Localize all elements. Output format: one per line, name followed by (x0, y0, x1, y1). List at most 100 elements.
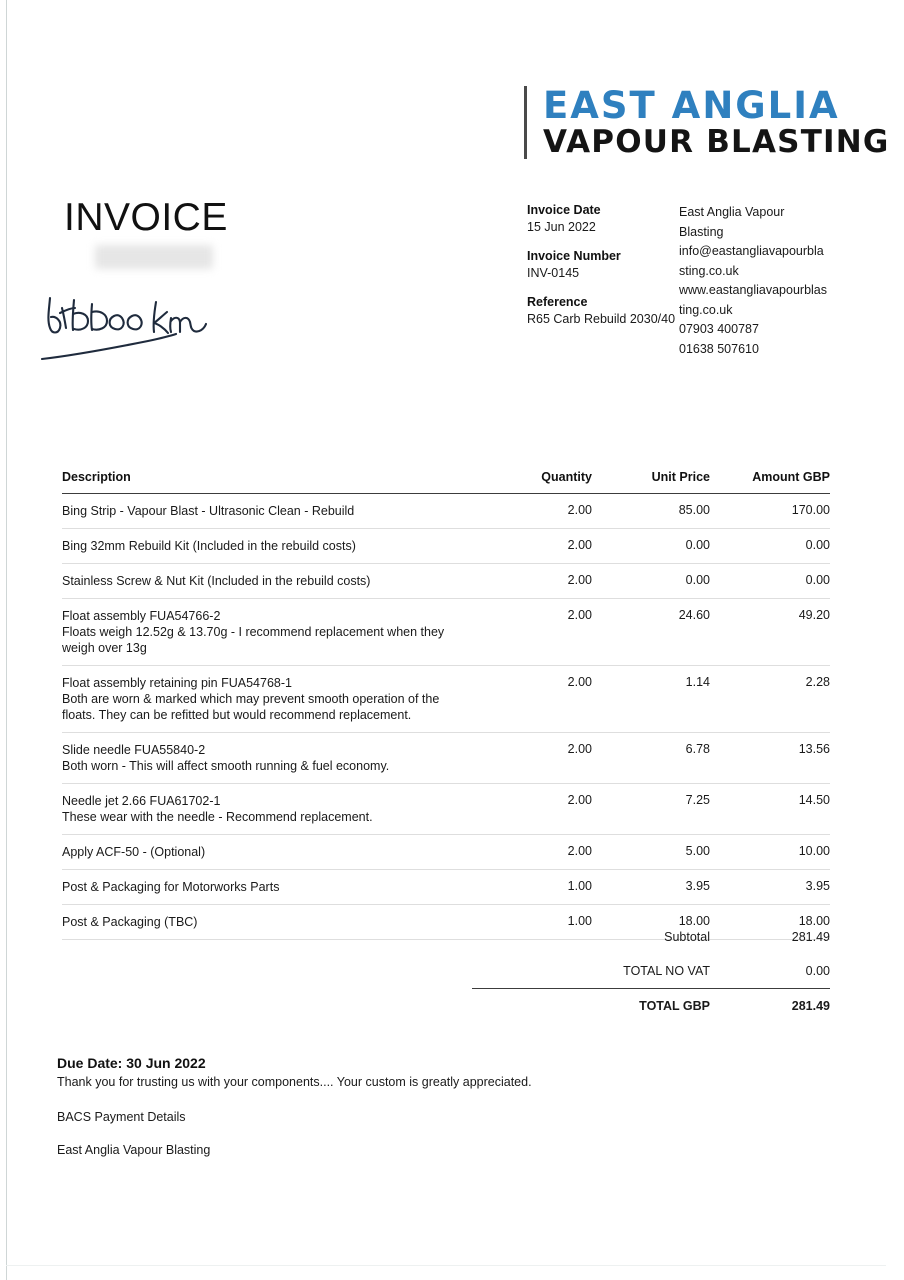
cell-description: Slide needle FUA55840-2 Both worn - This … (62, 732, 472, 784)
company-phone-mobile: 07903 400787 (679, 322, 759, 336)
page-title: INVOICE (64, 196, 228, 239)
cell-quantity: 2.00 (472, 783, 592, 835)
description-note: Both are worn & marked which may prevent… (62, 692, 440, 722)
description-main: Stainless Screw & Nut Kit (Included in t… (62, 574, 371, 588)
line-items-table: Description Quantity Unit Price Amount G… (62, 470, 830, 940)
cell-quantity: 1.00 (472, 904, 592, 940)
cell-unit-price: 6.78 (592, 732, 710, 784)
cell-quantity: 2.00 (472, 732, 592, 784)
table-header-row: Description Quantity Unit Price Amount G… (62, 470, 830, 494)
company-name-line2: Blasting (679, 224, 724, 239)
cell-unit-price: 1.14 (592, 665, 710, 733)
totals-spacer (62, 920, 472, 954)
cell-description: Bing Strip - Vapour Blast - Ultrasonic C… (62, 493, 472, 529)
subtotal-value: 281.49 (791, 930, 830, 944)
vat-value: 0.00 (805, 964, 830, 978)
totals-spacer (62, 989, 472, 1024)
description-main: Float assembly FUA54766-2 (62, 609, 221, 623)
due-date: Due Date: 30 Jun 2022 (57, 1055, 206, 1071)
thank-you-message: Thank you for trusting us with your comp… (57, 1075, 532, 1089)
line-items-body: Bing Strip - Vapour Blast - Ultrasonic C… (62, 493, 830, 940)
invoice-date-label: Invoice Date (527, 203, 601, 217)
subtotal-label: Subtotal (664, 930, 710, 944)
cell-unit-price: 85.00 (592, 493, 710, 529)
cell-quantity: 2.00 (472, 834, 592, 870)
grand-total-label: TOTAL GBP (472, 988, 710, 1023)
logo-line-vapour-blasting: VAPOUR BLASTING (543, 124, 890, 160)
table-row: Float assembly retaining pin FUA54768-1 B… (62, 665, 830, 733)
reference-group: Reference R65 Carb Rebuild 2030/40 (527, 294, 677, 328)
handwritten-mileage-annotation (38, 286, 213, 362)
cell-description: Bing 32mm Rebuild Kit (Included in the r… (62, 528, 472, 564)
invoice-number-group: Invoice Number INV-0145 (527, 248, 677, 282)
column-header-amount: Amount GBP (752, 470, 830, 484)
column-header-unit-price: Unit Price (651, 470, 710, 484)
cell-description: Apply ACF-50 - (Optional) (62, 834, 472, 870)
cell-quantity: 2.00 (472, 493, 592, 529)
cell-unit-price: 0.00 (592, 528, 710, 564)
company-contact-block: East Anglia Vapour Blasting info@eastang… (679, 203, 839, 359)
company-email-line2: sting.co.uk (679, 263, 739, 278)
company-logo: EAST ANGLIA VAPOUR BLASTING (524, 86, 888, 159)
cell-amount: 0.00 (710, 528, 830, 564)
cell-description: Post & Packaging for Motorworks Parts (62, 869, 472, 905)
invoice-date-value: 15 Jun 2022 (527, 220, 596, 234)
logo-divider-bar (524, 86, 527, 159)
cell-description: Stainless Screw & Nut Kit (Included in t… (62, 563, 472, 599)
totals-spacer (62, 954, 472, 989)
company-website-line1: www.eastangliavapourblas (679, 283, 828, 297)
cell-quantity: 2.00 (472, 563, 592, 599)
vat-label: TOTAL NO VAT (623, 964, 710, 978)
description-main: Needle jet 2.66 FUA61702-1 (62, 794, 221, 808)
cell-description: Float assembly FUA54766-2 Floats weigh 12… (62, 598, 472, 666)
description-note: Both worn - This will affect smooth runn… (62, 759, 390, 773)
vat-row: TOTAL NO VAT 0.00 (62, 954, 830, 989)
grand-total-value: 281.49 (710, 988, 830, 1023)
table-row: Bing Strip - Vapour Blast - Ultrasonic C… (62, 493, 830, 529)
column-header-description: Description (62, 470, 131, 484)
scan-edge-left (6, 0, 7, 1280)
company-email-line1: info@eastangliavapourbla (679, 244, 824, 258)
cell-unit-price: 3.95 (592, 869, 710, 905)
cell-quantity: 2.00 (472, 665, 592, 733)
description-main: Apply ACF-50 - (Optional) (62, 845, 206, 859)
logo-line-east-anglia: EAST ANGLIA (543, 84, 840, 127)
reference-label: Reference (527, 295, 588, 309)
description-main: Post & Packaging (TBC) (62, 915, 198, 929)
cell-quantity: 1.00 (472, 869, 592, 905)
table-row: Needle jet 2.66 FUA61702-1 These wear wit… (62, 783, 830, 835)
cell-description: Float assembly retaining pin FUA54768-1 B… (62, 665, 472, 733)
cell-amount: 170.00 (710, 493, 830, 529)
cell-description: Post & Packaging (TBC) (62, 904, 472, 940)
table-row: Float assembly FUA54766-2 Floats weigh 12… (62, 598, 830, 666)
description-note: Floats weigh 12.52g & 13.70g - I recomme… (62, 625, 445, 655)
reference-value: R65 Carb Rebuild 2030/40 (527, 312, 676, 326)
cell-description: Needle jet 2.66 FUA61702-1 These wear wit… (62, 783, 472, 835)
totals-section: Subtotal 281.49 TOTAL NO VAT 0.00 TOTAL … (62, 920, 830, 1023)
cell-unit-price: 5.00 (592, 834, 710, 870)
cell-amount: 13.56 (710, 732, 830, 784)
cell-unit-price: 18.00 (592, 904, 710, 940)
cell-amount: 2.28 (710, 665, 830, 733)
invoice-number-label: Invoice Number (527, 249, 621, 263)
scan-edge-bottom (6, 1265, 886, 1266)
cell-quantity: 2.00 (472, 598, 592, 666)
table-row: Post & Packaging for Motorworks Parts 1.0… (62, 869, 830, 905)
description-main: Slide needle FUA55840-2 (62, 743, 206, 757)
subtotal-row: Subtotal 281.49 (62, 920, 830, 954)
table-row: Apply ACF-50 - (Optional) 2.00 5.00 10.00 (62, 834, 830, 870)
description-main: Bing Strip - Vapour Blast - Ultrasonic C… (62, 504, 355, 518)
description-main: Float assembly retaining pin FUA54768-1 (62, 676, 292, 690)
payee-name: East Anglia Vapour Blasting (57, 1143, 211, 1157)
table-row: Slide needle FUA55840-2 Both worn - This … (62, 732, 830, 784)
logo-text: EAST ANGLIA VAPOUR BLASTING (543, 86, 890, 159)
cell-unit-price: 0.00 (592, 563, 710, 599)
cell-amount: 49.20 (710, 598, 830, 666)
cell-amount: 3.95 (710, 869, 830, 905)
table-row: Post & Packaging (TBC) 1.00 18.00 18.00 (62, 904, 830, 940)
cell-quantity: 2.00 (472, 528, 592, 564)
company-phone-landline: 01638 507610 (679, 341, 759, 356)
description-main: Bing 32mm Rebuild Kit (Included in the r… (62, 539, 356, 553)
cell-amount: 18.00 (710, 904, 830, 940)
